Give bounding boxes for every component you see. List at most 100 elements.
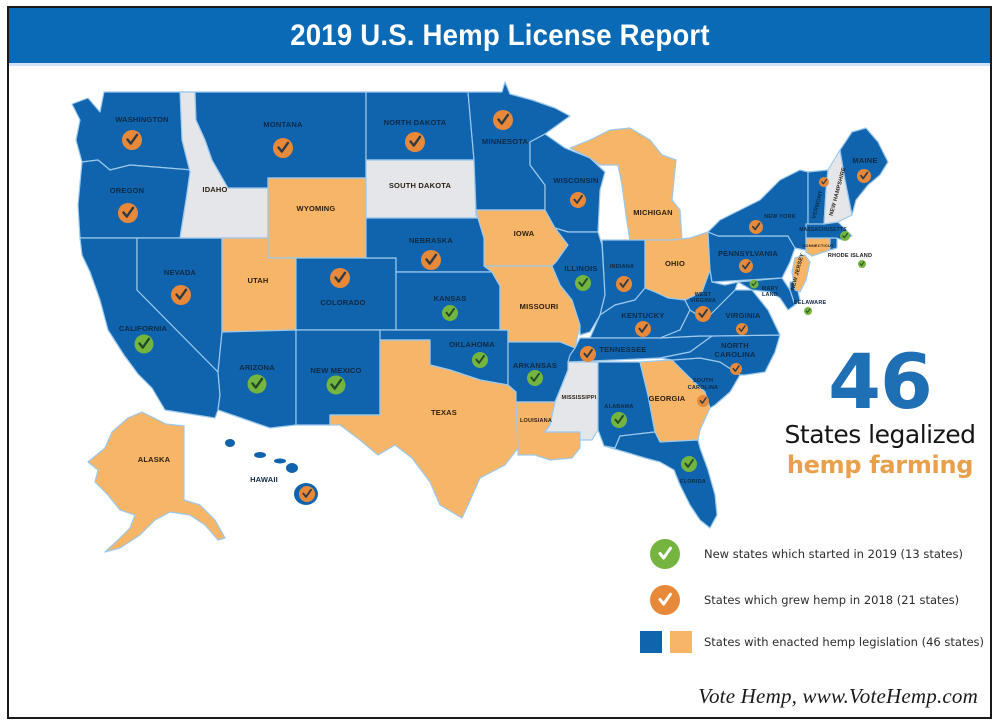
label-ohio: OHIO [665,259,685,268]
legend-item-grew-2018: States which grew hemp in 2018 (21 state… [640,585,959,615]
label-south-carolina-2: CAROLINA [688,385,719,391]
orange-check-icon [650,585,680,615]
green-check-icon [247,374,267,394]
label-north-carolina-1: NORTH [721,341,749,350]
label-wyoming: WYOMING [297,204,336,213]
label-kansas: KANSAS [434,294,467,303]
label-florida: FLORIDA [680,479,706,485]
label-colorado: COLORADO [320,298,365,307]
label-montana: MONTANA [263,120,303,129]
legend-item-new-2019: New states which started in 2019 (13 sta… [640,539,963,569]
green-check-icon [134,334,154,354]
orange-check-icon [421,250,441,270]
state-mississippi[interactable] [544,361,599,441]
orange-check-icon [749,220,763,234]
label-california: CALIFORNIA [119,324,168,333]
label-virginia: VIRGINIA [726,311,761,320]
green-check-icon [326,375,346,395]
label-louisiana: LOUISIANA [520,418,552,424]
label-oklahoma: OKLAHOMA [449,340,495,349]
label-indiana: INDIANA [610,264,634,270]
legend-item-legislation: States with enacted hemp legislation (46… [640,631,984,653]
label-idaho: IDAHO [202,185,227,194]
label-north-dakota: NORTH DAKOTA [384,118,447,127]
label-arkansas: ARKANSAS [513,361,557,370]
orange-check-icon [122,130,142,150]
label-pennsylvania: PENNSYLVANIA [718,249,778,258]
label-rhode-island: RHODE ISLAND [828,253,872,259]
orange-check-icon [273,138,293,158]
state-south-dakota[interactable] [365,159,479,219]
state-new-jersey[interactable] [791,254,811,293]
label-arizona: ARIZONA [239,363,275,372]
legend-label: New states which started in 2019 (13 sta… [704,547,963,561]
legend-label: States which grew hemp in 2018 (21 state… [704,593,960,607]
orange-check-icon [330,268,350,288]
label-delaware: DELAWARE [794,300,827,306]
green-check-icon [650,539,680,569]
label-massachusetts: MASSACHUSETTS [799,227,847,233]
state-colorado[interactable] [295,257,397,331]
blue-orange-swatch-icon [640,631,704,653]
label-alabama: ALABAMA [604,404,633,410]
credit-line: Vote Hemp, www.VoteHemp.com [698,684,978,708]
state-wyoming[interactable] [267,177,367,259]
stat-block: 46 States legalized hemp farming [780,342,980,480]
green-check-icon [442,305,458,321]
label-south-carolina-1: SOUTH [693,378,713,384]
label-illinois: ILLINOIS [564,264,597,273]
label-iowa: IOWA [514,229,535,238]
label-oregon: OREGON [110,186,145,195]
label-south-dakota: SOUTH DAKOTA [389,181,452,190]
state-michigan[interactable] [569,127,683,243]
label-new-york: NEW YORK [764,214,796,220]
title-bar: 2019 U.S. Hemp License Report [9,8,990,66]
orange-check-icon [635,321,651,337]
label-utah: UTAH [247,276,268,285]
state-oregon[interactable] [77,159,193,239]
state-texas[interactable] [329,339,519,519]
stat-line2: hemp farming [786,451,974,479]
report-title: 2019 U.S. Hemp License Report [289,18,710,52]
label-wisconsin: WISCONSIN [553,176,598,185]
state-alaska[interactable] [87,411,226,553]
label-nebraska: NEBRASKA [409,236,453,245]
orange-check-icon [580,346,596,362]
green-check-icon [527,370,543,386]
orange-check-icon [299,486,315,502]
orange-check-icon [730,363,742,375]
legend-label: States with enacted hemp legislation (46… [704,635,985,649]
label-texas: TEXAS [431,408,457,417]
orange-check-icon [616,276,632,292]
state-florida[interactable] [603,431,718,529]
orange-check-icon [405,132,425,152]
orange-check-icon [493,110,513,130]
label-maryland-1: MARY [762,286,779,292]
label-maryland-2: LAND [762,292,778,298]
orange-check-icon [736,323,748,335]
stat-line1: States legalized [784,420,976,449]
green-check-badges [134,231,866,472]
orange-check-icon [570,192,586,208]
green-check-icon [858,260,866,268]
blue-swatch [640,631,662,653]
green-check-icon [840,231,850,241]
orange-check-icon [171,285,191,305]
label-new-mexico: NEW MEXICO [310,366,361,375]
orange-check-icon [118,203,138,223]
label-nevada: NEVADA [164,268,197,277]
green-check-icon [749,279,759,289]
label-minnesota: MINNESOTA [482,137,529,146]
green-check-icon [804,307,812,315]
label-alaska: ALASKA [138,455,171,464]
green-check-icon [681,456,697,472]
orange-check-icon [739,259,753,273]
green-check-icon [575,275,591,291]
label-missouri: MISSOURI [520,302,559,311]
orange-check-icon [857,169,871,183]
label-west-virginia-1: WEST [695,292,712,298]
orange-swatch [670,631,692,653]
green-check-icon [611,412,627,428]
label-kentucky: KENTUCKY [621,311,664,320]
orange-check-icon [695,306,711,322]
